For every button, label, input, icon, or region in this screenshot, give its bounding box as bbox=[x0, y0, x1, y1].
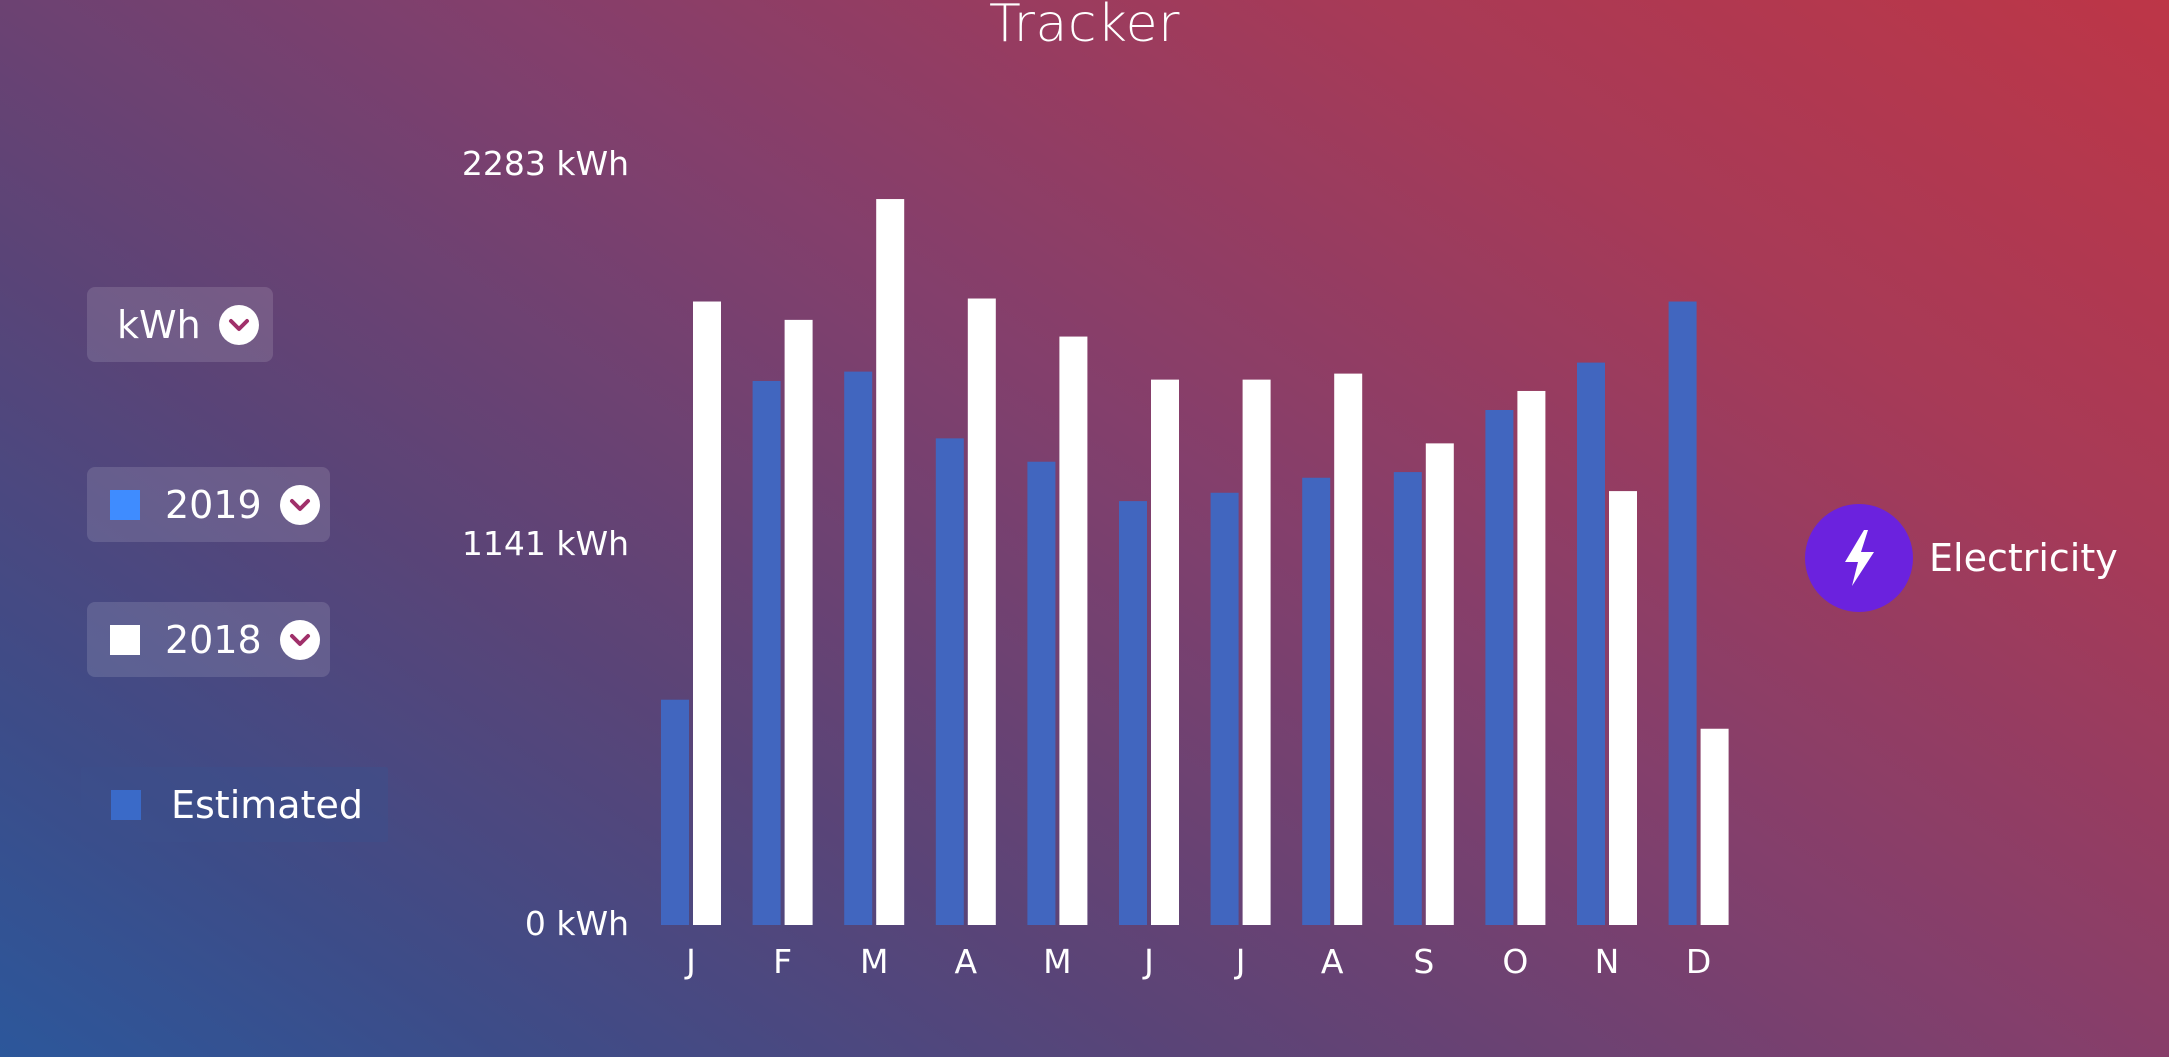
bar-2018-6[interactable] bbox=[1242, 379, 1271, 925]
series-color-swatch bbox=[110, 624, 140, 655]
x-tick-label: A bbox=[955, 942, 978, 981]
bar-2018-3[interactable] bbox=[967, 298, 996, 925]
bar-2018-7[interactable] bbox=[1334, 373, 1363, 925]
bar-2019-11[interactable] bbox=[1668, 301, 1697, 925]
bar-2018-8[interactable] bbox=[1425, 443, 1454, 925]
y-tick-label-max: 2283 kWh bbox=[461, 144, 629, 183]
chevron-down-icon bbox=[218, 304, 259, 345]
bar-2018-11[interactable] bbox=[1700, 728, 1729, 925]
unit-selector-dropdown[interactable]: kWh bbox=[87, 287, 273, 362]
bar-2019-3[interactable] bbox=[935, 438, 964, 925]
x-tick-label: A bbox=[1321, 942, 1344, 981]
estimated-toggle[interactable]: Estimated bbox=[81, 767, 388, 842]
bar-2018-4[interactable] bbox=[1059, 336, 1088, 925]
x-tick-label: D bbox=[1686, 942, 1711, 981]
x-tick-label: O bbox=[1502, 942, 1528, 981]
x-tick-label: J bbox=[1234, 942, 1246, 981]
bar-2019-5[interactable] bbox=[1119, 501, 1147, 925]
x-tick-label: M bbox=[860, 942, 888, 981]
bar-2019-1[interactable] bbox=[752, 380, 781, 925]
bar-2019-0[interactable] bbox=[661, 699, 689, 925]
x-tick-label: M bbox=[1043, 942, 1071, 981]
x-tick-label: N bbox=[1595, 942, 1620, 981]
bar-2019-2[interactable] bbox=[844, 371, 873, 926]
bar-2019-8[interactable] bbox=[1393, 472, 1422, 925]
y-tick-label-mid: 1141 kWh bbox=[461, 524, 629, 563]
bar-2019-4[interactable] bbox=[1027, 461, 1056, 925]
estimated-color-swatch bbox=[111, 789, 141, 820]
bar-2019-6[interactable] bbox=[1210, 492, 1239, 925]
bar-2018-2[interactable] bbox=[876, 199, 905, 925]
x-tick-label: J bbox=[684, 942, 696, 981]
bar-2018-0[interactable] bbox=[693, 301, 721, 925]
bar-2018-5[interactable] bbox=[1151, 379, 1179, 925]
page-title: Tracker bbox=[988, 0, 1181, 54]
bar-2018-9[interactable] bbox=[1517, 390, 1546, 925]
series-selector-label: 2018 bbox=[165, 617, 262, 662]
electricity-badge[interactable] bbox=[1805, 504, 1913, 612]
series-selector-2019[interactable]: 2019 bbox=[87, 467, 330, 542]
x-tick-label: J bbox=[1142, 942, 1154, 981]
y-tick-label-zero: 0 kWh bbox=[524, 904, 629, 943]
bar-2018-1[interactable] bbox=[784, 319, 813, 925]
bar-2019-9[interactable] bbox=[1485, 409, 1514, 925]
x-tick-label: S bbox=[1413, 942, 1434, 981]
chevron-down-icon bbox=[279, 484, 320, 525]
bar-2018-10[interactable] bbox=[1609, 491, 1637, 925]
estimated-label: Estimated bbox=[171, 782, 363, 827]
chevron-down-icon bbox=[279, 619, 320, 660]
bar-2019-10[interactable] bbox=[1577, 362, 1605, 925]
lightning-bolt-icon bbox=[1845, 530, 1874, 586]
series-selector-label: 2019 bbox=[165, 482, 262, 527]
unit-selector-label: kWh bbox=[117, 302, 201, 347]
bar-2019-7[interactable] bbox=[1302, 477, 1331, 925]
x-tick-label: F bbox=[773, 942, 792, 981]
series-selector-2018[interactable]: 2018 bbox=[87, 602, 330, 677]
electricity-label: Electricity bbox=[1929, 536, 2118, 580]
series-color-swatch bbox=[110, 489, 140, 520]
